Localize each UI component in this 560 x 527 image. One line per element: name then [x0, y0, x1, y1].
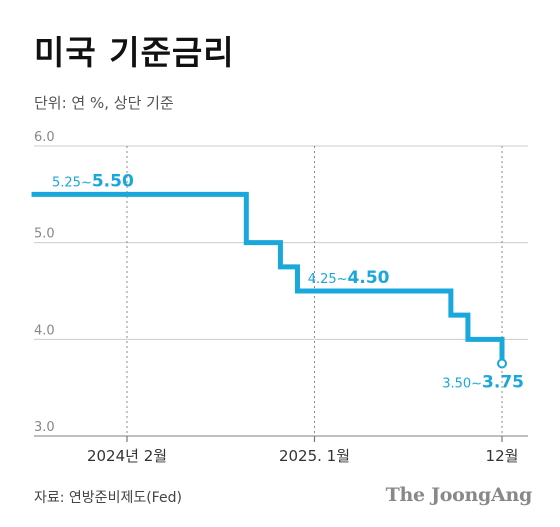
y-tick-label: 4.0 — [34, 323, 55, 338]
rate-step-line — [31, 191, 505, 364]
x-tick-label: 2024년 2월 — [87, 447, 167, 465]
range-annotation: 4.25~4.50 — [308, 268, 390, 288]
x-tick-label: 2025. 1월 — [279, 447, 350, 465]
range-annotation: 3.50~3.75 — [442, 373, 524, 393]
range-annotation: 5.25~5.50 — [52, 171, 134, 191]
source-note: 자료: 연방준비제도(Fed) — [34, 490, 182, 506]
end-point-marker — [497, 358, 507, 369]
chart-subtitle: 단위: 연 %, 상단 기준 — [34, 94, 174, 112]
y-tick-label: 6.0 — [34, 130, 55, 145]
chart-title: 미국 기준금리 — [34, 33, 235, 72]
y-tick-label: 3.0 — [34, 420, 55, 435]
x-tick-label: 12월 — [486, 447, 519, 465]
y-tick-label: 5.0 — [34, 227, 55, 242]
brand-logo: The JoongAng — [385, 484, 533, 506]
